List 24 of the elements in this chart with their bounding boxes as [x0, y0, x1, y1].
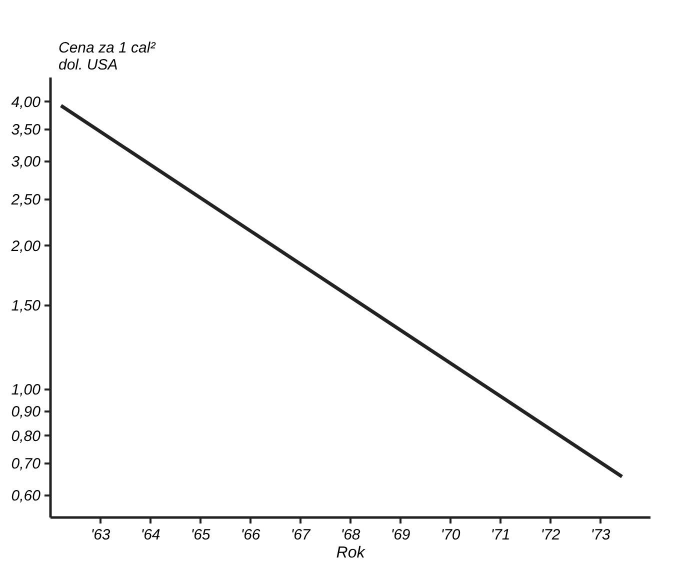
- y-tick-label: 1,00: [11, 382, 42, 399]
- y-tick-label: 3,50: [11, 122, 42, 139]
- x-axis-title: Rok: [336, 544, 366, 561]
- y-tick-label: 0,80: [11, 428, 42, 445]
- y-axis-title: Cena za 1 cal² dol. USA: [58, 40, 156, 74]
- x-tick-label: '64: [140, 526, 160, 544]
- x-tick-label: '66: [240, 526, 261, 544]
- x-tick-label: '70: [440, 526, 461, 544]
- x-tick-label: '69: [390, 526, 411, 544]
- x-tick-label: '73: [590, 526, 611, 544]
- y-tick-label: 3,00: [11, 154, 42, 171]
- x-tick-label: '72: [540, 526, 561, 544]
- y-tick-label: 4,00: [11, 94, 42, 111]
- y-tick-label: 0,90: [11, 403, 42, 420]
- y-tick-label: 1,50: [11, 297, 42, 314]
- x-tick-label: '71: [490, 526, 510, 544]
- y-tick-label: 0,70: [11, 456, 42, 473]
- y-tick-label: 2,00: [10, 238, 42, 255]
- y-tick-label: 0,60: [11, 488, 42, 505]
- x-tick-label: '65: [190, 526, 211, 544]
- x-tick-label: '67: [290, 526, 311, 544]
- x-tick-label: '68: [340, 526, 361, 544]
- x-tick-label: '63: [90, 526, 111, 544]
- y-tick-label: 2,50: [10, 191, 42, 208]
